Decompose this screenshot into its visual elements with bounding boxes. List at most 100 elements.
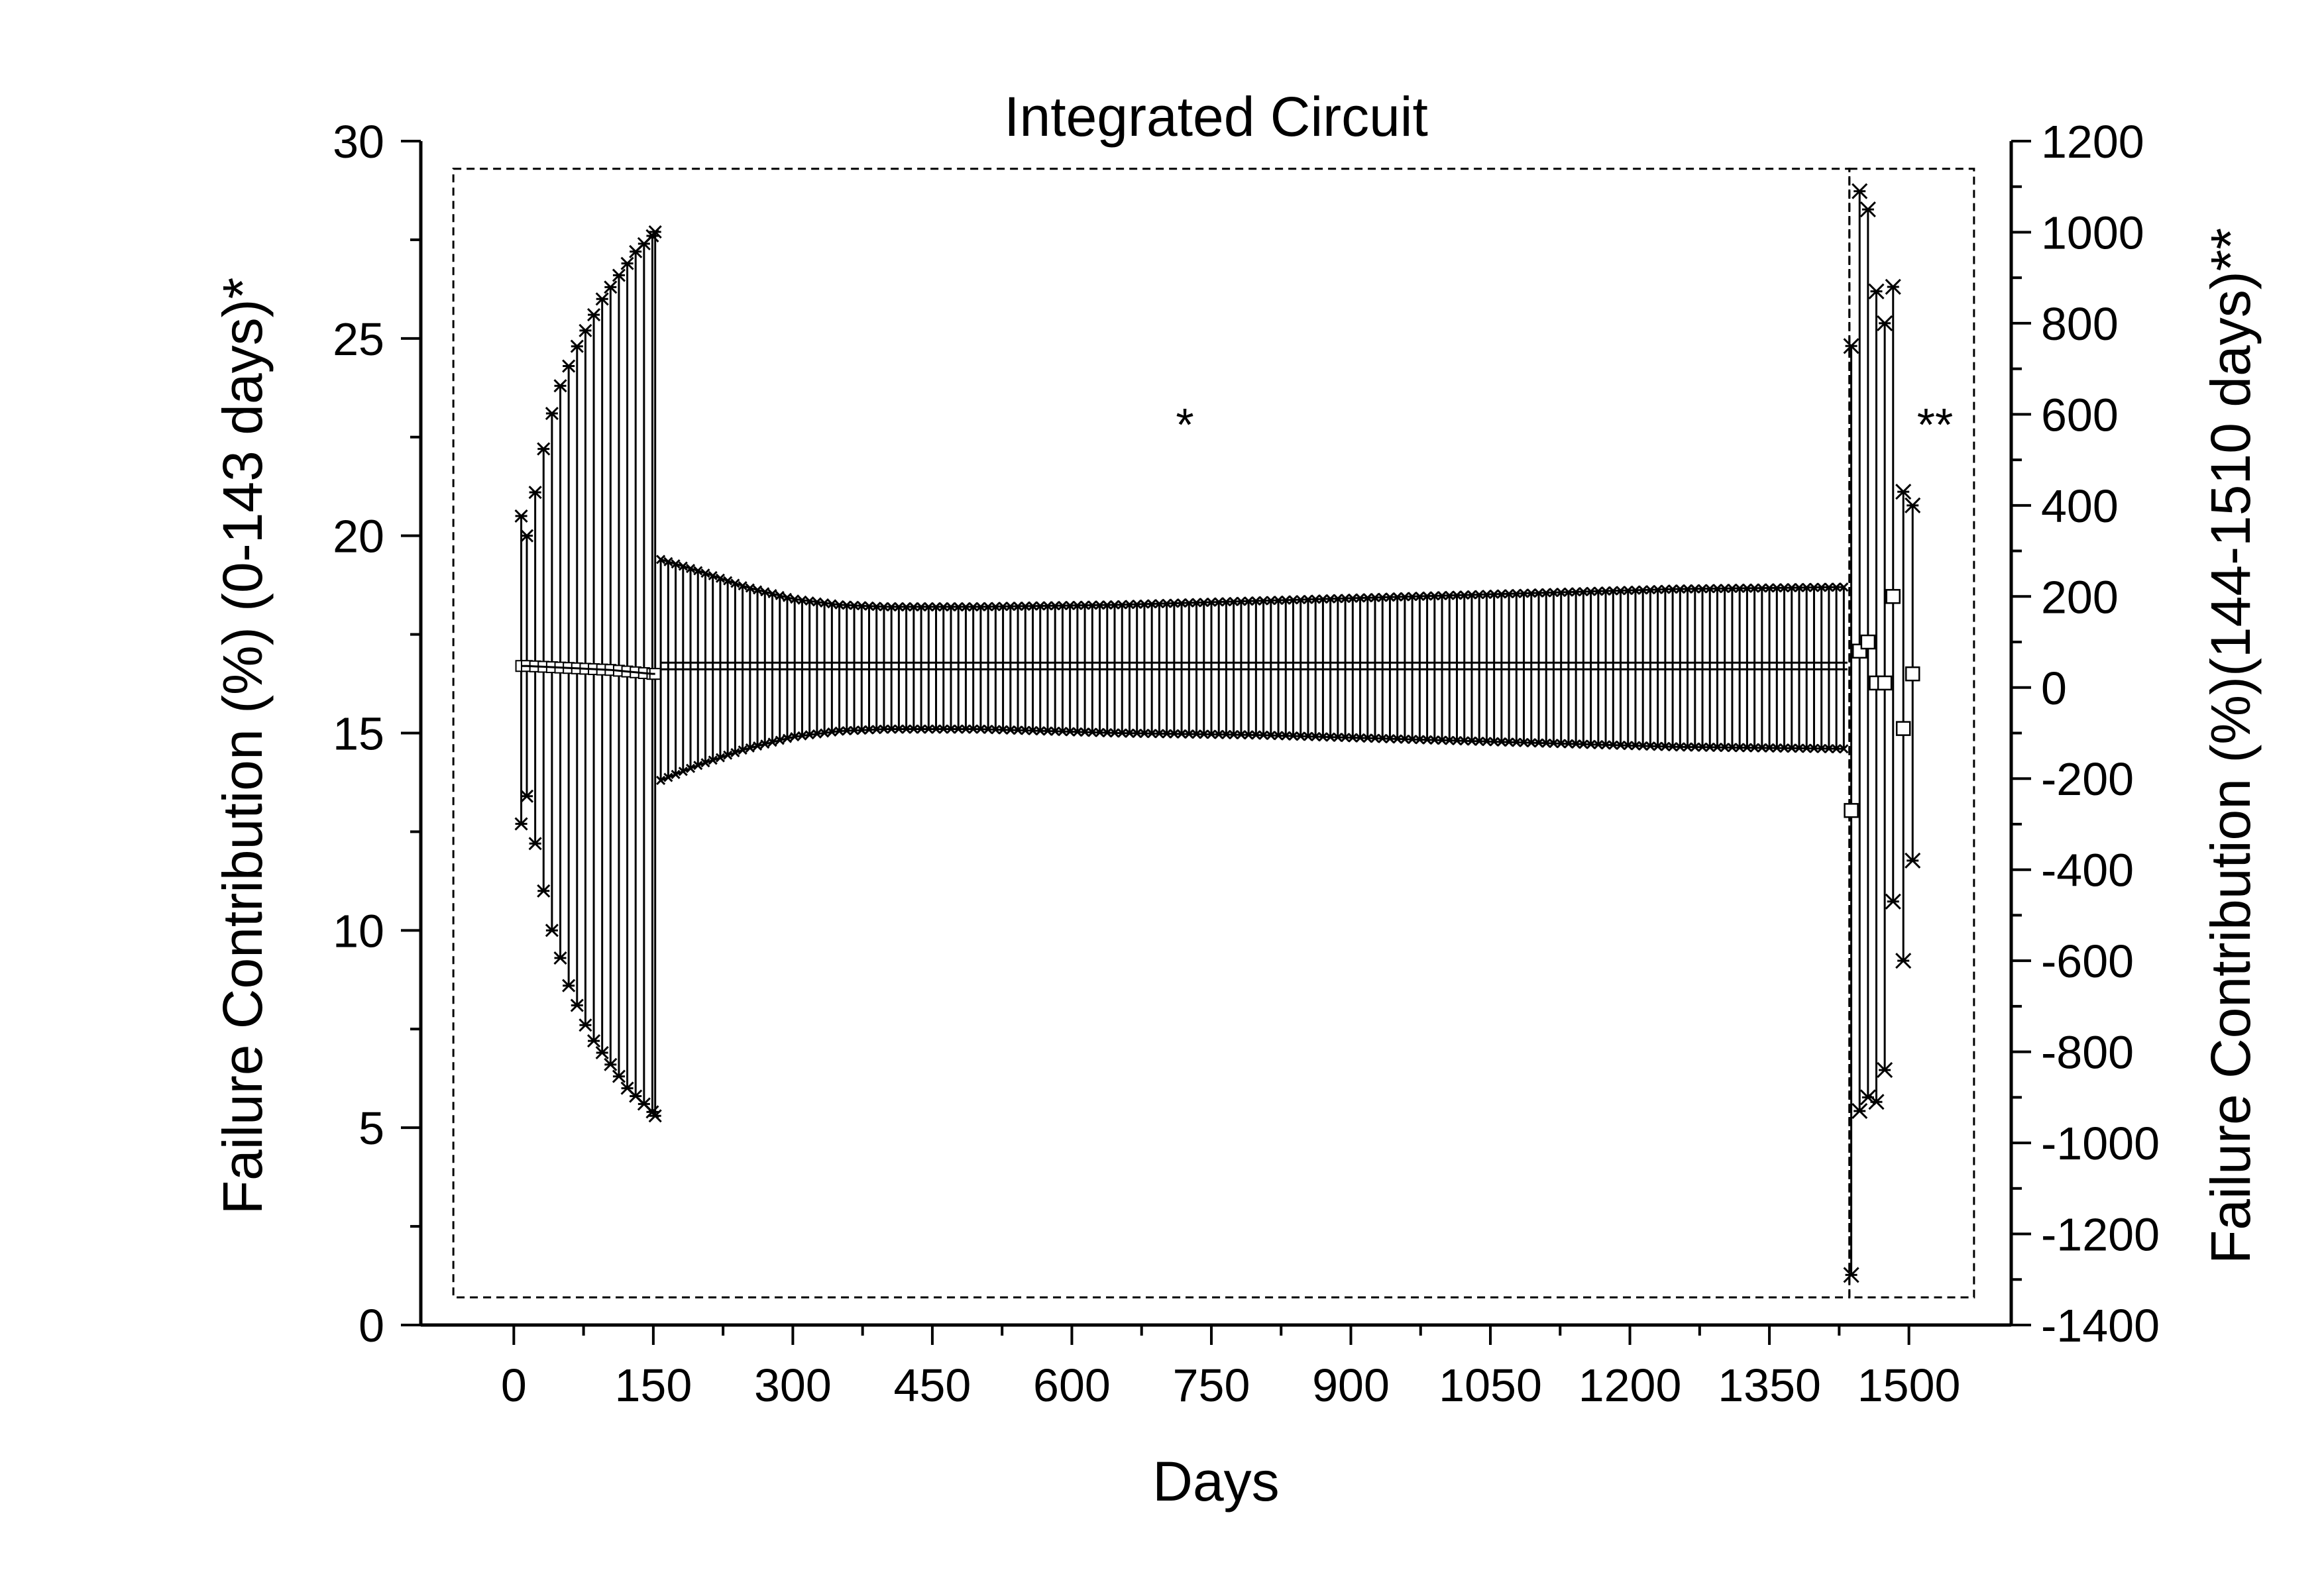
y-left-tick-label: 0: [359, 1300, 384, 1352]
upper-marker-early: [579, 323, 592, 337]
x-tick-label: 450: [894, 1359, 971, 1411]
chart-title: Integrated Circuit: [1004, 85, 1428, 148]
lower-marker-early: [637, 1097, 651, 1111]
y-right-tick-label: -400: [2041, 845, 2134, 896]
lower-marker-early: [629, 1089, 643, 1103]
text-group: Integrated Circuit Days Failure Contribu…: [211, 85, 2262, 1513]
x-tick-label: 750: [1173, 1359, 1250, 1411]
upper-marker-early: [514, 509, 528, 523]
dashed-region-box-right: [1848, 168, 1975, 1299]
lower-marker-early: [553, 951, 567, 965]
lower-marker-early: [648, 1109, 662, 1123]
lower-marker-early: [562, 979, 576, 992]
upper-envelope-line: [660, 558, 1844, 608]
ticks-group: 0 150 300 450 600 750 900 1050 1200 1350 150005101…: [333, 116, 2160, 1411]
y-left-tick-label: 30: [333, 116, 384, 168]
y-axis-left-title: Failure Contribution (%) (0-143 days)*: [211, 278, 274, 1215]
upper-marker-late: [1843, 338, 1859, 354]
y-left-tick-label: 25: [333, 313, 384, 365]
y-right-tick-label: -1400: [2041, 1300, 2160, 1352]
lower-marker-late: [1859, 1089, 1876, 1106]
x-tick-label: 300: [754, 1359, 832, 1411]
upper-marker-early: [528, 486, 542, 500]
upper-marker-early: [537, 442, 551, 456]
upper-marker-early: [586, 308, 601, 322]
y-left-tick-label: 20: [333, 511, 384, 562]
lower-marker-late: [1852, 1102, 1868, 1120]
upper-marker-late: [1895, 484, 1912, 500]
lower-marker-late: [1895, 953, 1912, 969]
y-right-tick-label: -800: [2041, 1027, 2134, 1079]
lower-marker-early: [537, 884, 551, 898]
upper-marker-early: [562, 359, 576, 373]
lower-marker-early: [579, 1018, 592, 1032]
y-right-tick-label: -200: [2041, 753, 2134, 805]
upper-marker-early: [553, 379, 567, 393]
lower-marker-late: [1885, 893, 1901, 910]
lower-marker-early: [586, 1034, 601, 1048]
y-right-tick-label: 1000: [2041, 207, 2144, 258]
x-tick-label: 900: [1312, 1359, 1390, 1411]
lower-marker-early: [520, 789, 534, 803]
lower-marker-early: [604, 1057, 618, 1071]
lower-marker-early: [620, 1081, 634, 1095]
y-right-tick-label: -1200: [2041, 1209, 2160, 1261]
x-axis-title: Days: [1152, 1450, 1279, 1513]
upper-marker-early: [570, 339, 584, 353]
mean-marker-late: [1844, 803, 1859, 818]
y-left-tick-label: 15: [333, 708, 384, 760]
mean-line-early: [521, 664, 655, 675]
y-right-tick-label: 400: [2041, 480, 2119, 532]
y-right-tick-label: -1000: [2041, 1118, 2160, 1169]
lower-marker-late: [1868, 1094, 1885, 1110]
upper-marker-late: [1868, 283, 1885, 299]
mean-marker-late: [1885, 589, 1901, 604]
upper-marker-early: [545, 406, 559, 421]
upper-marker-early: [648, 225, 662, 239]
x-tick-label: 0: [501, 1359, 527, 1411]
mean-marker-late: [1877, 675, 1893, 691]
annotation-double-asterisk: **: [1917, 399, 1953, 451]
series-group: [452, 168, 1975, 1299]
lower-marker-early: [514, 817, 528, 831]
y-right-tick-label: 1200: [2041, 116, 2144, 168]
x-tick-label: 1500: [1857, 1359, 1961, 1411]
lower-marker-early: [545, 924, 559, 937]
x-tick-label: 1200: [1578, 1359, 1682, 1411]
mean-marker-late: [1895, 721, 1911, 736]
x-tick-label: 1350: [1718, 1359, 1821, 1411]
lower-envelope-line: [660, 728, 1844, 782]
y-right-tick-label: 0: [2041, 663, 2067, 714]
y-right-tick-label: 600: [2041, 389, 2119, 441]
lower-marker-late: [1905, 852, 1921, 869]
lower-marker-early: [595, 1045, 609, 1060]
upper-marker-late: [1905, 497, 1921, 513]
annotation-single-asterisk: *: [1176, 399, 1193, 451]
x-tick-label: 600: [1033, 1359, 1111, 1411]
lower-marker-early: [528, 837, 542, 851]
upper-marker-late: [1852, 183, 1868, 199]
y-axis-right-title: Failure Contribution (%)(144-1510 days)*…: [2199, 228, 2262, 1264]
upper-marker-late: [1877, 315, 1893, 331]
lower-marker-early: [612, 1069, 626, 1083]
upper-marker-late: [1885, 278, 1901, 295]
y-right-tick-label: 200: [2041, 571, 2119, 623]
lower-marker-late: [1843, 1267, 1859, 1283]
upper-marker-early: [620, 256, 634, 270]
upper-marker-early: [595, 292, 609, 306]
x-tick-label: 1050: [1439, 1359, 1542, 1411]
x-tick-label: 150: [614, 1359, 692, 1411]
lower-marker-early: [570, 998, 584, 1012]
y-left-tick-label: 5: [359, 1102, 384, 1154]
y-right-tick-label: 800: [2041, 298, 2119, 350]
lower-marker-late: [1877, 1062, 1893, 1079]
upper-marker-early: [612, 268, 626, 282]
mean-marker-late: [1905, 666, 1920, 682]
mean-marker-late: [1860, 634, 1876, 650]
y-left-tick-label: 10: [333, 905, 384, 957]
y-right-tick-label: -600: [2041, 935, 2134, 987]
dashed-region-box-left: [452, 168, 1851, 1299]
